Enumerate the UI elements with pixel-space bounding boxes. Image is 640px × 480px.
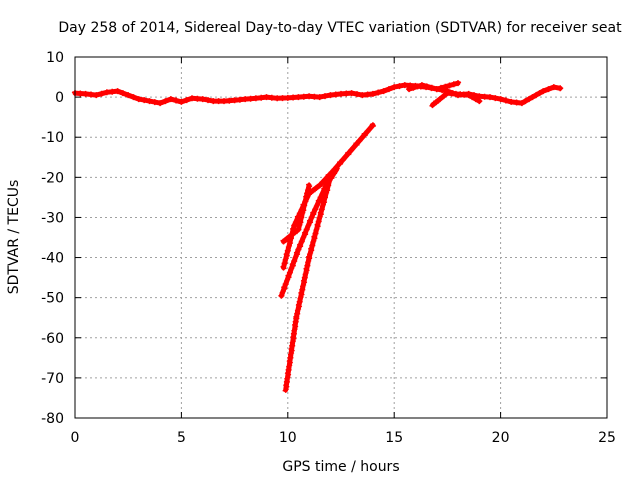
y-tick-label: -40 <box>41 251 64 267</box>
y-tick-label: 10 <box>46 50 64 66</box>
series-layer <box>71 80 564 393</box>
y-tick-label: -50 <box>41 291 64 307</box>
y-tick-label: -70 <box>41 371 64 387</box>
x-tick-label: 15 <box>385 430 403 446</box>
series-track-a <box>281 122 376 271</box>
plot-frame <box>74 56 608 419</box>
series-markers-track-c <box>282 174 334 393</box>
x-tick-label: 25 <box>598 430 616 446</box>
y-tick-label: 0 <box>55 90 64 106</box>
x-tick-label: 5 <box>177 430 186 446</box>
x-axis-label: GPS time / hours <box>282 459 399 475</box>
chart-title: Day 258 of 2014, Sidereal Day-to-day VTE… <box>58 20 622 36</box>
series-markers-secondary-branch-2 <box>429 90 483 109</box>
grid-layer <box>75 57 607 418</box>
x-tick-label: 20 <box>492 430 510 446</box>
series-markers-track-a <box>280 122 377 271</box>
y-tick-label: -60 <box>41 331 64 347</box>
y-axis-label: SDTVAR / TECUs <box>6 180 22 295</box>
tick-layer: 0 5 10 15 20 25 10 0 -10 -20 -30 -40 -50 -60 -70 -80 <box>41 50 616 446</box>
y-tick-label: -30 <box>41 210 64 226</box>
x-tick-label: 0 <box>71 430 80 446</box>
y-tick-label: -80 <box>41 411 64 427</box>
y-tick-label: -10 <box>41 130 64 146</box>
x-tick-label: 10 <box>279 430 297 446</box>
series-markers-secondary-branch <box>406 80 462 93</box>
y-tick-label: -20 <box>41 170 64 186</box>
series-markers-track-d <box>280 182 313 245</box>
